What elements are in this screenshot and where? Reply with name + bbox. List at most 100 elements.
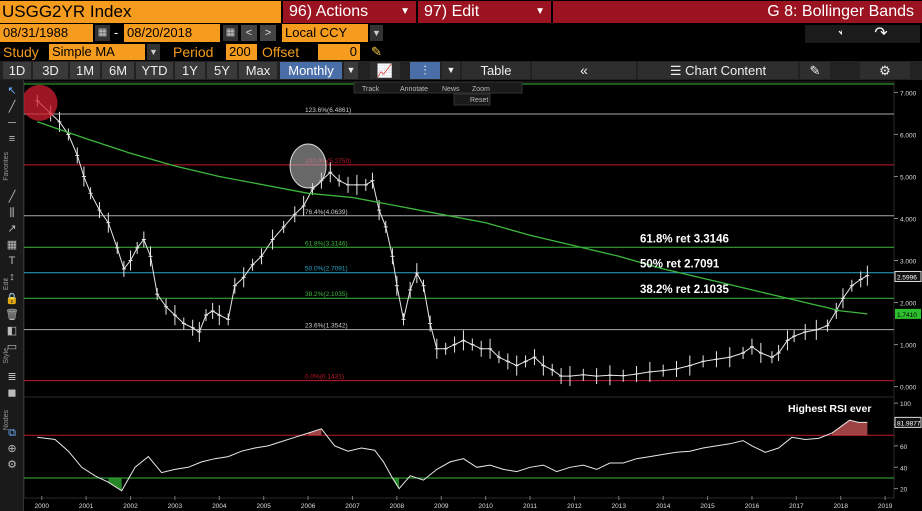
pointer-icon[interactable]: ↖ <box>7 85 17 97</box>
bollinger-chart[interactable]: 123.6%(6.4861) 100.0%(5.2750) 76.4%(4.0639… <box>21 80 922 511</box>
chevron-down-icon: ▼ <box>400 6 410 17</box>
range-tab-max[interactable]: Max <box>239 62 277 79</box>
period-label: Period <box>173 44 214 60</box>
ray-icon[interactable]: ↗ <box>7 223 17 235</box>
bucket-icon[interactable]: ◧ <box>6 325 18 337</box>
channel-icon[interactable]: ≡ <box>8 133 16 145</box>
x-tick-label: 2007 <box>345 503 360 510</box>
end-date-input[interactable]: 08/20/2018 <box>124 24 220 42</box>
last-price-box <box>894 270 922 282</box>
fib-icon[interactable]: ⫼ <box>9 207 15 219</box>
currency-select[interactable]: Local CCY <box>282 24 368 42</box>
edit-menu[interactable]: 97) Edit ▼ <box>418 1 551 23</box>
zoom-button[interactable]: Zoom <box>472 86 490 93</box>
period-input[interactable]: 200 <box>226 44 257 60</box>
x-tick-label: 2001 <box>79 503 94 510</box>
rsi-tick-label: 60 <box>900 444 908 451</box>
retracement-annotation: 61.8% ret 3.3146 <box>640 233 729 245</box>
range-tab-6m[interactable]: 6M <box>102 62 134 79</box>
track-button[interactable]: Track <box>362 86 380 93</box>
x-tick-label: 2017 <box>789 503 804 510</box>
study-bar: Study Simple MA ▼ Period 200 Offset 0 ✎ <box>0 43 922 61</box>
x-tick-label: 2008 <box>390 503 405 510</box>
line-style-icon[interactable]: ≣ <box>7 371 17 383</box>
frequency-select[interactable]: Monthly <box>280 62 342 79</box>
study-select[interactable]: Simple MA <box>49 44 145 60</box>
rsi-overbought-fill <box>831 420 868 436</box>
table-button[interactable]: Table <box>462 62 530 79</box>
chevron-down-icon[interactable]: ▼ <box>442 62 460 79</box>
prev-period-button[interactable]: < <box>241 25 257 41</box>
retracement-annotation: 50% ret 2.7091 <box>640 259 720 271</box>
chart-toolbar: 1D 3D 1M 6M YTD 1Y 5Y Max Monthly ▼ 📈 ⫶ … <box>0 61 922 80</box>
measure-icon[interactable]: ↕ <box>9 271 15 283</box>
edit-icon[interactable]: ✎ <box>800 62 830 79</box>
draw-line-icon[interactable]: ╱ <box>8 101 16 113</box>
ma-value-box <box>895 308 921 319</box>
pencil-icon[interactable]: ✎ <box>371 44 382 59</box>
actions-menu[interactable]: 96) Actions ▼ <box>283 1 416 23</box>
rsi-line <box>37 419 868 492</box>
annotate-button[interactable]: Annotate <box>400 86 428 93</box>
offset-label: Offset <box>262 44 300 60</box>
redo-icon[interactable]: ↷ <box>842 25 920 43</box>
moving-average-line <box>37 121 868 315</box>
collapse-left-icon[interactable]: « <box>532 62 636 79</box>
chart-name: G 8: Bollinger Bands <box>553 1 922 23</box>
reset-button[interactable]: Reset <box>470 97 488 104</box>
horizontal-line-icon[interactable]: ─ <box>8 117 16 129</box>
rsi-last-box <box>894 416 922 428</box>
x-tick-label: 2012 <box>567 503 582 510</box>
y-tick-label: 7.000 <box>900 90 917 97</box>
text-icon[interactable]: T <box>8 255 16 267</box>
offset-input[interactable]: 0 <box>318 44 360 60</box>
start-date-input[interactable]: 08/31/1988 <box>0 24 93 42</box>
rsi-oversold-fill <box>108 477 122 491</box>
actions-menu-label: 96) Actions <box>289 3 369 20</box>
chevron-down-icon[interactable]: ▼ <box>147 44 160 60</box>
range-tab-1d[interactable]: 1D <box>3 62 31 79</box>
chevron-down-icon[interactable]: ▼ <box>344 62 358 79</box>
merge-icon[interactable]: ⊕ <box>7 443 17 455</box>
chart-content-button[interactable]: ☰ Chart Content <box>638 62 798 79</box>
date-separator: - <box>114 25 119 40</box>
y-tick-label: 3.000 <box>900 259 917 266</box>
ticker-field[interactable]: USGG2YR Index <box>0 1 281 23</box>
brush-icon[interactable]: ▦ <box>6 239 18 251</box>
y-tick-label: 6.000 <box>900 132 917 139</box>
rsi-tick-label: 100 <box>900 401 911 408</box>
rsi-panel-border <box>23 396 895 499</box>
fib-label: 0.0%(0.1431) <box>305 374 344 381</box>
range-tab-3d[interactable]: 3D <box>33 62 68 79</box>
calendar-icon[interactable]: ▦ <box>95 25 110 41</box>
trash-icon[interactable]: 🗑 <box>5 309 19 321</box>
retracement-annotation: 38.2% ret 2.1035 <box>640 284 729 296</box>
edit-menu-label: 97) Edit <box>424 3 480 20</box>
lock-icon[interactable]: 🔒 <box>5 293 19 305</box>
range-tab-5y[interactable]: 5Y <box>207 62 237 79</box>
next-period-button[interactable]: > <box>260 25 276 41</box>
bar-chart-icon[interactable]: ⫶ <box>410 62 440 79</box>
fib-lines: 123.6%(6.4861) 100.0%(5.2750) 76.4%(4.0639… <box>24 107 894 382</box>
range-tab-1y[interactable]: 1Y <box>175 62 205 79</box>
shape-icon[interactable]: ▭ <box>6 341 18 353</box>
x-tick-label: 2010 <box>478 503 493 510</box>
range-tab-1m[interactable]: 1M <box>70 62 100 79</box>
fib-label: 76.4%(4.0639) <box>305 209 348 216</box>
settings-icon[interactable]: ⚙ <box>7 459 17 471</box>
calendar-icon[interactable]: ▦ <box>223 25 238 41</box>
range-tab-ytd[interactable]: YTD <box>136 62 173 79</box>
chart-area[interactable]: 123.6%(6.4861) 100.0%(5.2750) 76.4%(4.0639… <box>21 80 922 511</box>
price-series <box>21 84 870 387</box>
gear-icon[interactable]: ⚙ <box>860 62 910 79</box>
line-chart-icon[interactable]: 📈 <box>370 62 400 79</box>
x-tick-label: 2006 <box>301 503 316 510</box>
copy-icon[interactable]: ⧉ <box>8 427 16 439</box>
trend-line-icon[interactable]: ╱ <box>8 191 16 203</box>
color-icon[interactable]: ◼ <box>7 387 17 399</box>
news-button[interactable]: News <box>442 86 460 93</box>
x-tick-label: 2011 <box>523 503 537 510</box>
fib-label: 61.8%(3.3146) <box>305 240 348 247</box>
chevron-down-icon[interactable]: ▼ <box>370 25 383 41</box>
fib-label: 123.6%(6.4861) <box>305 107 351 114</box>
